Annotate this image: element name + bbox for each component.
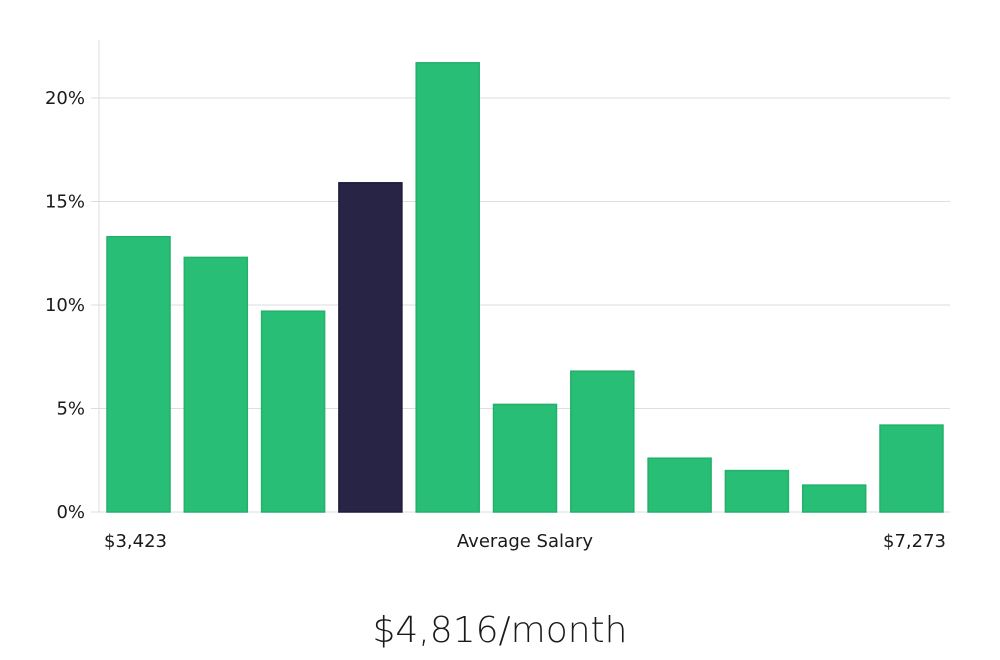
bar — [879, 424, 944, 513]
y-axis-ticks: 0% 5% 10% 15% 20% — [45, 88, 99, 523]
y-tick-label: 0% — [56, 502, 85, 523]
bar — [570, 370, 635, 513]
bar — [183, 256, 249, 513]
y-tick-label: 10% — [45, 295, 85, 316]
bar — [260, 310, 326, 513]
bar — [415, 62, 480, 513]
bar — [106, 235, 171, 513]
x-center-label: Average Salary — [457, 531, 594, 552]
x-min-label: $3,423 — [104, 531, 167, 552]
bars — [106, 62, 944, 513]
bar — [801, 484, 867, 513]
y-tick-label: 20% — [45, 88, 85, 109]
y-tick-label: 5% — [56, 398, 85, 419]
bar — [647, 457, 712, 513]
bar-highlighted — [338, 182, 403, 513]
x-max-label: $7,273 — [883, 531, 946, 552]
average-salary-headline: $4,816/month — [372, 610, 628, 651]
y-tick-label: 15% — [45, 191, 85, 212]
bar — [492, 403, 558, 513]
bar — [724, 469, 790, 513]
